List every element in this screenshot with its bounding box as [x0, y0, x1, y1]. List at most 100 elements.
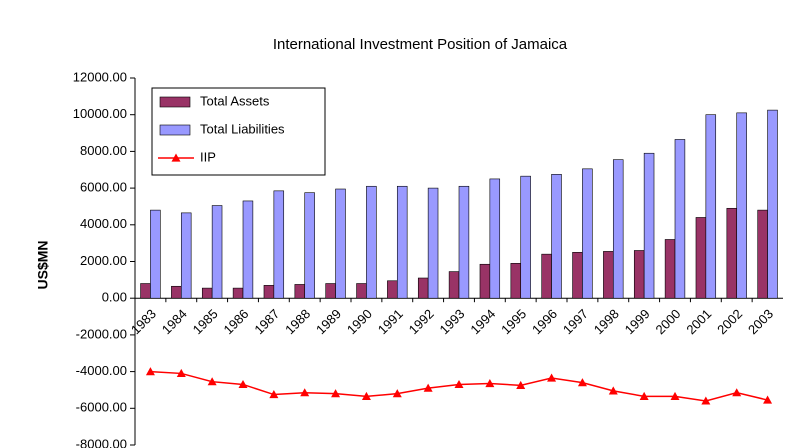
bar: [211, 205, 223, 299]
marker: [300, 388, 310, 397]
bar: [448, 271, 460, 299]
bar: [695, 217, 707, 299]
x-tick-label: 1986: [220, 306, 251, 337]
marker: [547, 373, 557, 382]
y-tick-label: 12000.00: [73, 69, 127, 84]
bar: [325, 283, 336, 299]
bar: [417, 277, 429, 299]
x-tick-label: 1990: [344, 306, 375, 337]
chart-title: International Investment Position of Jam…: [273, 36, 568, 53]
bar: [612, 159, 624, 299]
x-tick-label: 1995: [498, 306, 529, 337]
bar: [510, 263, 522, 299]
y-tick-label: 10000.00: [73, 106, 127, 121]
marker: [577, 378, 587, 387]
bar: [335, 188, 346, 299]
bar: [736, 112, 747, 299]
bar: [757, 209, 768, 299]
marker: [608, 386, 618, 395]
bar: [180, 212, 192, 299]
x-tick-label: 2002: [714, 306, 745, 337]
x-tick-label: 1984: [159, 306, 190, 337]
bar: [674, 139, 686, 299]
bar: [232, 287, 244, 299]
y-tick-label: -2000.00: [76, 326, 127, 341]
bar: [541, 253, 552, 299]
bar: [171, 285, 182, 299]
x-tick-label: 1997: [560, 306, 591, 337]
marker: [485, 379, 495, 388]
marker: [670, 391, 680, 400]
marker: [639, 391, 649, 400]
bar: [643, 152, 655, 299]
marker: [269, 390, 279, 399]
bar: [458, 185, 470, 299]
marker: [701, 396, 711, 405]
bar: [664, 239, 676, 299]
x-tick-label: 1983: [128, 306, 159, 337]
bar: [767, 109, 778, 299]
legend-swatch: [159, 96, 191, 108]
x-tick-label: 1989: [313, 306, 344, 337]
bar: [551, 174, 562, 299]
x-tick-label: 1994: [467, 306, 498, 337]
bar: [242, 200, 254, 299]
bar: [572, 252, 583, 299]
marker: [176, 368, 186, 378]
marker: [361, 391, 371, 400]
y-tick-label: 6000.00: [80, 180, 127, 195]
legend-label: IIP: [200, 149, 216, 164]
bar: [396, 185, 408, 299]
marker: [392, 389, 402, 398]
bar: [603, 251, 614, 299]
x-tick-label: 1987: [251, 306, 282, 337]
y-axis-label: US$MN: [35, 240, 51, 289]
y-tick-label: 4000.00: [80, 216, 127, 231]
bar: [427, 187, 439, 299]
legend-marker: [171, 153, 181, 162]
marker: [516, 380, 526, 389]
bar: [520, 175, 531, 299]
marker: [423, 383, 433, 392]
y-tick-label: 8000.00: [80, 143, 127, 158]
bar: [140, 283, 151, 299]
y-tick-label: 0.00: [102, 290, 127, 305]
bar: [705, 114, 717, 299]
bar: [366, 185, 377, 299]
x-tick-label: 1988: [282, 306, 313, 337]
bar: [150, 209, 161, 299]
marker: [454, 379, 464, 389]
y-tick-label: -6000.00: [76, 400, 127, 415]
y-tick-label: 2000.00: [80, 253, 127, 268]
x-tick-label: 1991: [375, 306, 406, 337]
x-tick-label: 1996: [529, 306, 560, 337]
bar: [263, 285, 275, 299]
x-tick-label: 2000: [652, 306, 683, 337]
legend-label: Total Liabilities: [200, 121, 285, 136]
marker: [331, 389, 341, 398]
bar: [201, 287, 213, 299]
marker: [145, 367, 155, 376]
bar: [479, 263, 491, 299]
x-tick-label: 1999: [622, 306, 653, 337]
bar: [356, 283, 367, 299]
bar: [726, 207, 738, 299]
legend-swatch: [159, 124, 191, 136]
x-tick-label: 1998: [591, 306, 622, 337]
bar: [273, 190, 285, 299]
bar: [387, 280, 398, 299]
x-tick-label: 1985: [190, 306, 221, 337]
marker: [732, 388, 742, 397]
x-tick-label: 1993: [436, 306, 467, 337]
x-tick-label: 2003: [745, 306, 776, 337]
bar: [633, 250, 645, 299]
x-tick-label: 2001: [683, 306, 714, 337]
marker: [238, 379, 248, 389]
bar: [294, 284, 306, 299]
y-tick-label: -8000.00: [76, 436, 127, 448]
bar: [582, 168, 593, 299]
marker: [763, 395, 773, 404]
y-tick-label: -4000.00: [76, 363, 127, 378]
bar: [304, 192, 315, 299]
